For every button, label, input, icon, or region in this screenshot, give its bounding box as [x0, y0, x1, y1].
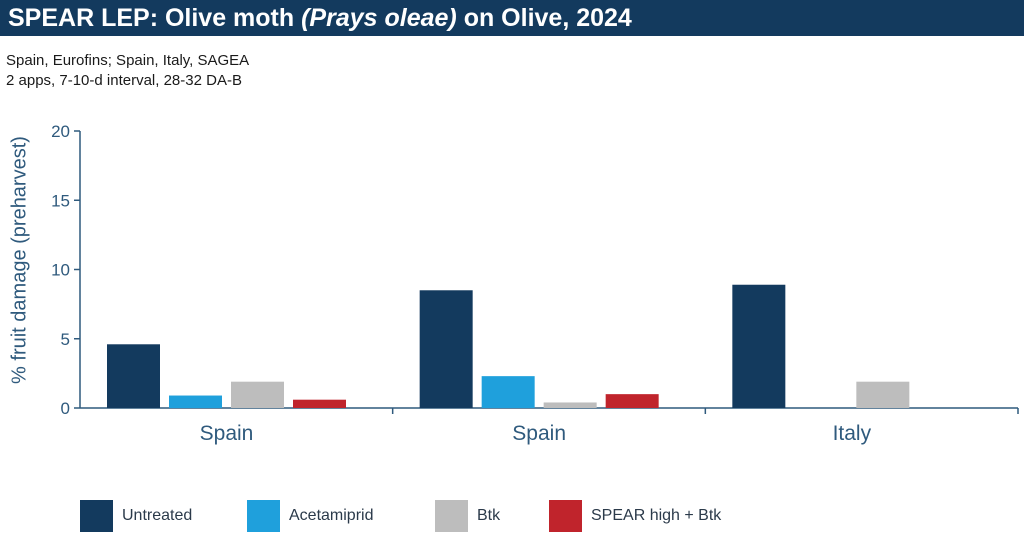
bar-chart: 0 5 10 15 20 Spain Spain Italy — [51, 122, 1019, 445]
legend-item: Acetamiprid — [247, 500, 373, 532]
subtitle-line-2: 2 apps, 7-10-d interval, 28-32 DA-B — [6, 72, 242, 89]
legend-label: SPEAR high + Btk — [591, 507, 722, 524]
bar-untreated-2 — [419, 290, 473, 408]
title-species: (Prays oleae) — [301, 4, 457, 32]
bar-acetamiprid-1 — [169, 395, 222, 408]
legend-swatch — [435, 500, 468, 532]
y-tick-label: 0 — [61, 399, 70, 418]
title-bar: SPEAR LEP: Olive moth (Prays oleae) on O… — [0, 0, 1024, 36]
legend-item: SPEAR high + Btk — [549, 500, 721, 532]
bar-spear-high-btk-2 — [605, 394, 659, 408]
legend-item: Untreated — [80, 500, 192, 532]
bar-untreated-3 — [732, 284, 786, 408]
bar-spear-high-btk-1 — [293, 399, 346, 408]
y-tick-label: 5 — [61, 330, 70, 349]
x-category-label: Spain — [512, 422, 566, 445]
bar-btk-3 — [856, 381, 910, 408]
legend-item: Btk — [435, 500, 500, 532]
title-prefix: SPEAR LEP: Olive moth — [8, 4, 302, 32]
y-tick-label: 15 — [51, 191, 70, 210]
bar-acetamiprid-2 — [481, 376, 535, 408]
legend-swatch — [549, 500, 582, 532]
legend-label: Btk — [477, 507, 501, 524]
y-tick-label: 20 — [51, 122, 70, 141]
legend-swatch — [80, 500, 113, 532]
y-tick-label: 10 — [51, 261, 70, 280]
bar-btk-2 — [543, 402, 597, 408]
bar-btk-1 — [231, 381, 284, 408]
title-suffix: on Olive, 2024 — [456, 4, 632, 32]
legend: Untreated Acetamiprid Btk SPEAR high + Btk — [0, 500, 1024, 536]
x-category-label: Italy — [833, 422, 872, 445]
subtitle-line-1: Spain, Eurofins; Spain, Italy, SAGEA — [6, 52, 250, 69]
legend-swatch — [247, 500, 280, 532]
x-category-label: Spain — [200, 422, 254, 445]
chart-title: SPEAR LEP: Olive moth (Prays oleae) on O… — [8, 4, 632, 32]
legend-label: Untreated — [122, 507, 193, 524]
legend-label: Acetamiprid — [289, 507, 374, 524]
bar-untreated-1 — [107, 344, 160, 408]
